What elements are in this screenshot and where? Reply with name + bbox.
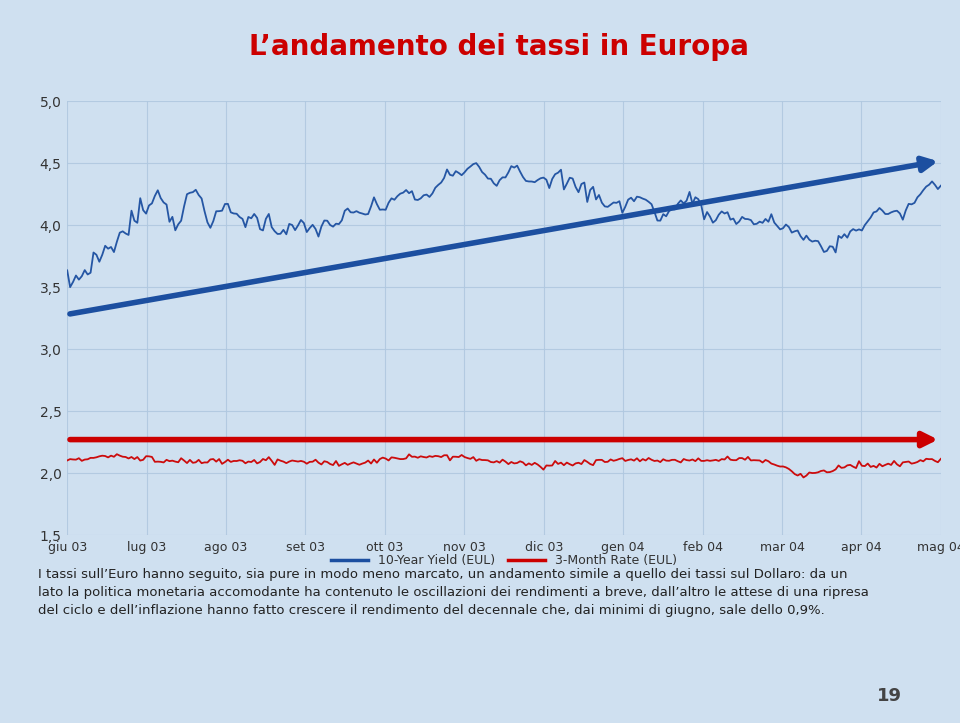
Text: 19: 19: [877, 687, 902, 705]
Text: L’andamento dei tassi in Europa: L’andamento dei tassi in Europa: [250, 33, 749, 61]
Text: I tassi sull’Euro hanno seguito, sia pure in modo meno marcato, un andamento sim: I tassi sull’Euro hanno seguito, sia pur…: [38, 568, 869, 617]
Legend: 10-Year Yield (EUL), 3-Month Rate (EUL): 10-Year Yield (EUL), 3-Month Rate (EUL): [325, 549, 683, 572]
